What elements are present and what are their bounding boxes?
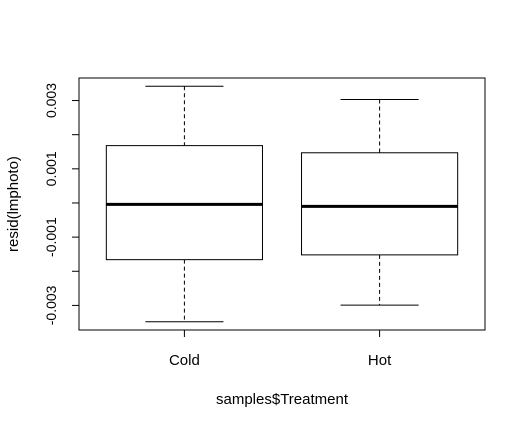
- x-tick-label: Hot: [368, 352, 392, 369]
- y-tick-label: -0.003: [43, 285, 59, 325]
- y-axis-label: resid(lmphoto): [5, 156, 22, 252]
- box-hot: [301, 99, 459, 306]
- y-tick-label: -0.001: [43, 217, 59, 257]
- iqr-box: [105, 145, 263, 261]
- x-axis-label: samples$Treatment: [216, 391, 349, 408]
- y-tick-label: 0.001: [43, 151, 59, 186]
- iqr-box: [301, 152, 459, 256]
- box-marks: [105, 85, 459, 323]
- x-axis: Cold Hot: [169, 329, 392, 369]
- box-cold: [105, 85, 263, 323]
- y-axis: -0.003 -0.001 0.001 0.003: [43, 83, 80, 325]
- x-tick-label: Cold: [169, 352, 200, 369]
- y-tick-label: 0.003: [43, 83, 59, 118]
